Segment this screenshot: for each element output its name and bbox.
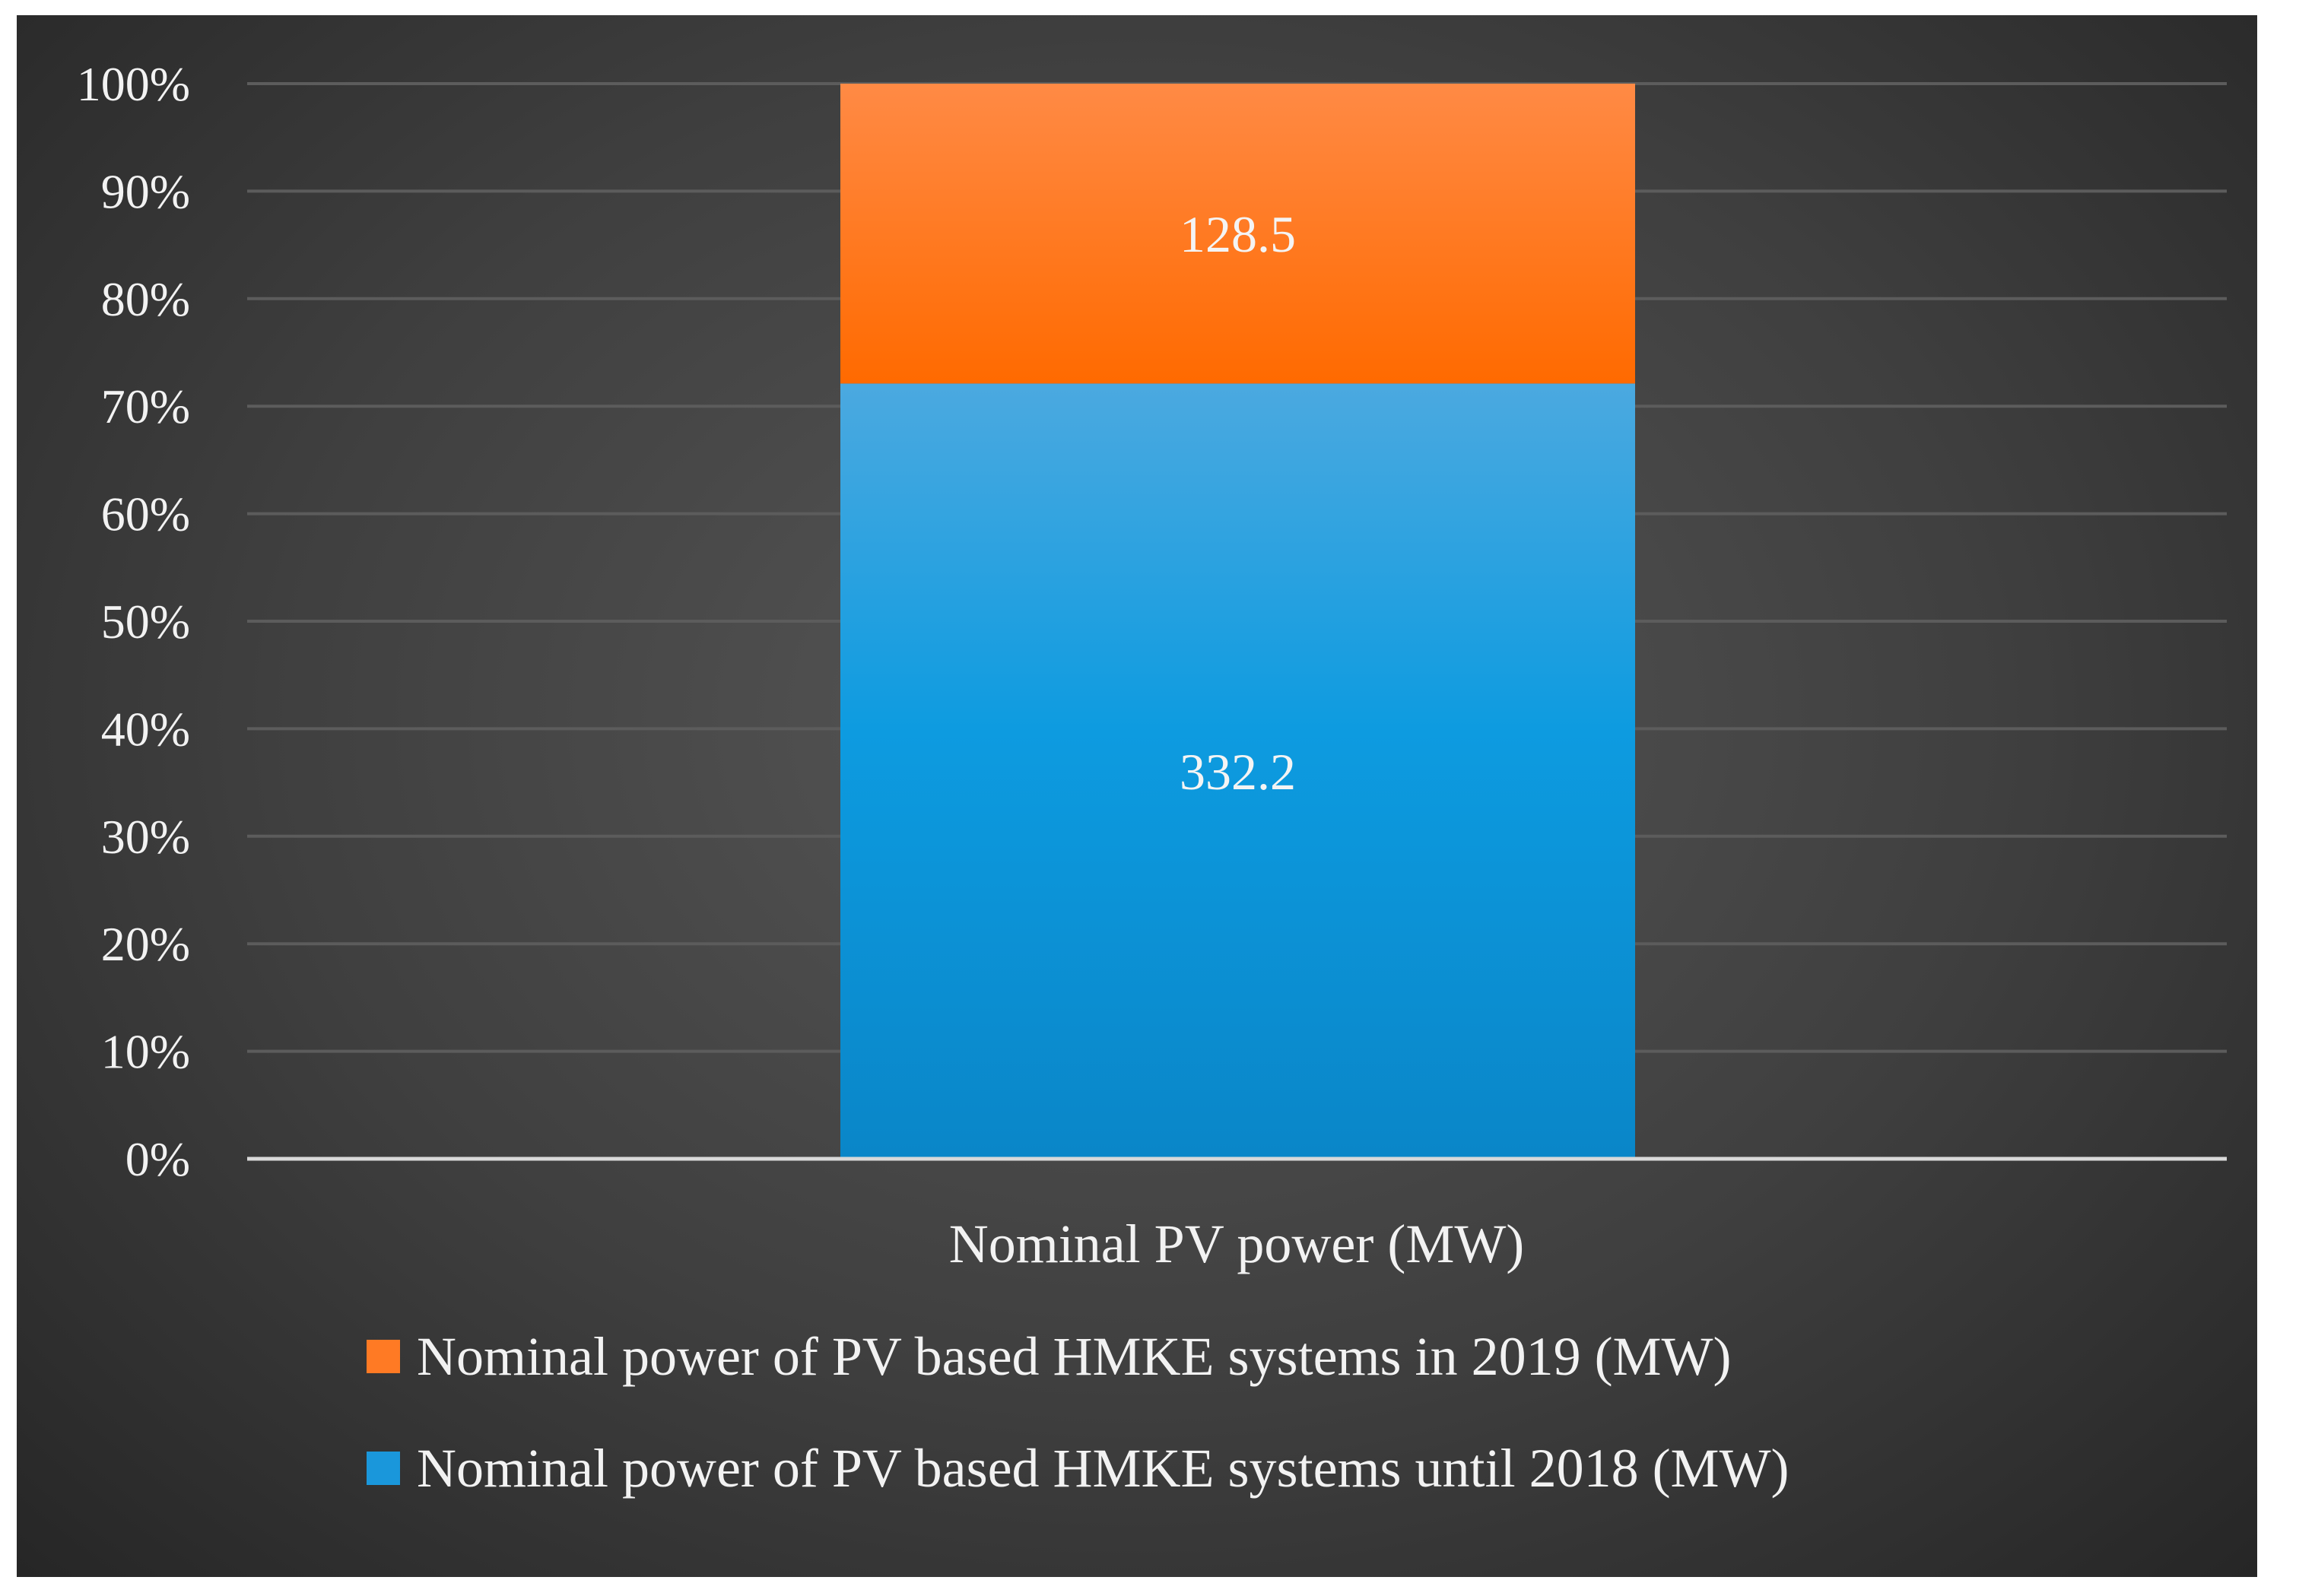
y-axis-ticks: 0% 10% 20% 30% 40% 50% 60% 70% 80% 90% 100% [77,57,190,1186]
bar-segment [840,383,1635,1159]
data-label: 332.2 [1180,743,1296,801]
y-tick-label: 0% [125,1132,190,1186]
y-tick-label: 70% [101,379,190,433]
y-tick-label: 80% [101,272,190,326]
bars: 332.2 128.5 [840,84,1635,1159]
legend-label: Nominal power of PV based HMKE systems i… [417,1326,1732,1387]
y-tick-label: 20% [101,917,190,971]
y-tick-label: 60% [101,487,190,541]
legend-label: Nominal power of PV based HMKE systems u… [417,1438,1789,1499]
x-category-label: Nominal PV power (MW) [949,1214,1525,1274]
y-tick-label: 40% [101,702,190,756]
y-tick-label: 90% [101,164,190,218]
bar-segment [840,84,1635,384]
y-tick-label: 10% [101,1025,190,1079]
legend-swatch [367,1452,400,1485]
y-tick-label: 50% [101,595,190,649]
y-tick-label: 100% [77,57,190,111]
y-tick-label: 30% [101,810,190,864]
legend: Nominal power of PV based HMKE systems i… [367,1326,1789,1499]
data-label: 128.5 [1180,205,1296,263]
legend-swatch [367,1340,400,1373]
